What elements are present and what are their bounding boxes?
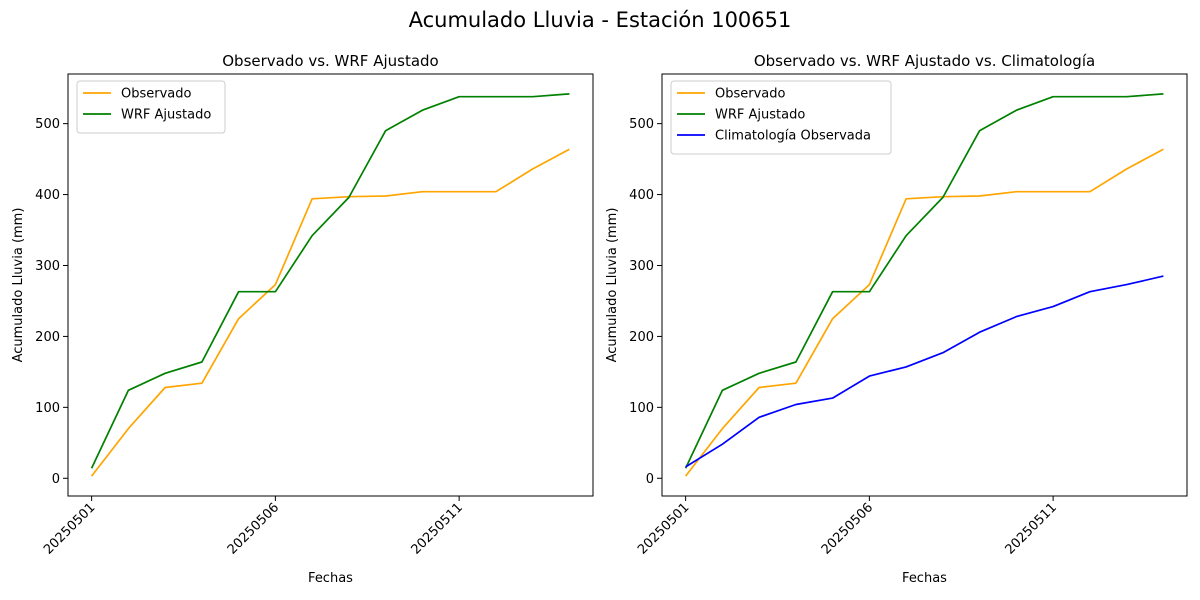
y-tick-label: 100 [629, 401, 654, 416]
plot-area-frame [67, 73, 594, 497]
legend-label: Climatología Observada [715, 129, 871, 144]
x-axis-label: Fechas [902, 571, 947, 586]
legend-label: Observado [715, 87, 786, 102]
y-axis-label: Acumulado Lluvia (mm) [11, 208, 26, 363]
y-tick-label: 0 [52, 472, 60, 487]
y-tick-label: 200 [35, 330, 60, 345]
legend-box [76, 80, 226, 134]
y-tick-label: 300 [629, 259, 654, 274]
x-axis-label: Fechas [308, 571, 353, 586]
legend-box [670, 80, 892, 155]
figure-title: Acumulado Lluvia - Estación 100651 [408, 8, 792, 32]
series-line-1 [684, 93, 1164, 469]
legend-label: WRF Ajustado [715, 108, 805, 123]
y-tick-label: 300 [35, 259, 60, 274]
y-tick-label: 500 [629, 117, 654, 132]
series-line-2 [685, 275, 1164, 468]
plot-area-frame [661, 73, 1188, 497]
y-tick-label: 400 [35, 188, 60, 203]
chart-panel-right: Observado vs. WRF Ajustado vs. Climatolo… [605, 52, 1188, 586]
legend-label: Observado [121, 87, 192, 102]
x-tick-label: 20250511 [409, 500, 466, 557]
series-line-1 [90, 93, 570, 469]
x-tick-label: 20250506 [819, 500, 876, 557]
y-tick-label: 200 [629, 330, 654, 345]
chart-title: Observado vs. WRF Ajustado [222, 52, 438, 70]
y-axis-label: Acumulado Lluvia (mm) [605, 208, 620, 363]
y-tick-label: 500 [35, 117, 60, 132]
y-tick-label: 400 [629, 188, 654, 203]
x-tick-label: 20250501 [41, 500, 98, 557]
x-tick-label: 20250506 [225, 500, 282, 557]
series-line-0 [684, 148, 1164, 477]
series-line-0 [90, 148, 570, 477]
legend-label: WRF Ajustado [121, 108, 211, 123]
chart-title: Observado vs. WRF Ajustado vs. Climatolo… [754, 52, 1095, 70]
x-tick-label: 20250511 [1003, 500, 1060, 557]
x-tick-label: 20250501 [635, 500, 692, 557]
y-tick-label: 0 [646, 472, 654, 487]
y-tick-label: 100 [35, 401, 60, 416]
chart-panel-left: Observado vs. WRF Ajustado 0 100 200 300 400 5… [11, 52, 594, 586]
